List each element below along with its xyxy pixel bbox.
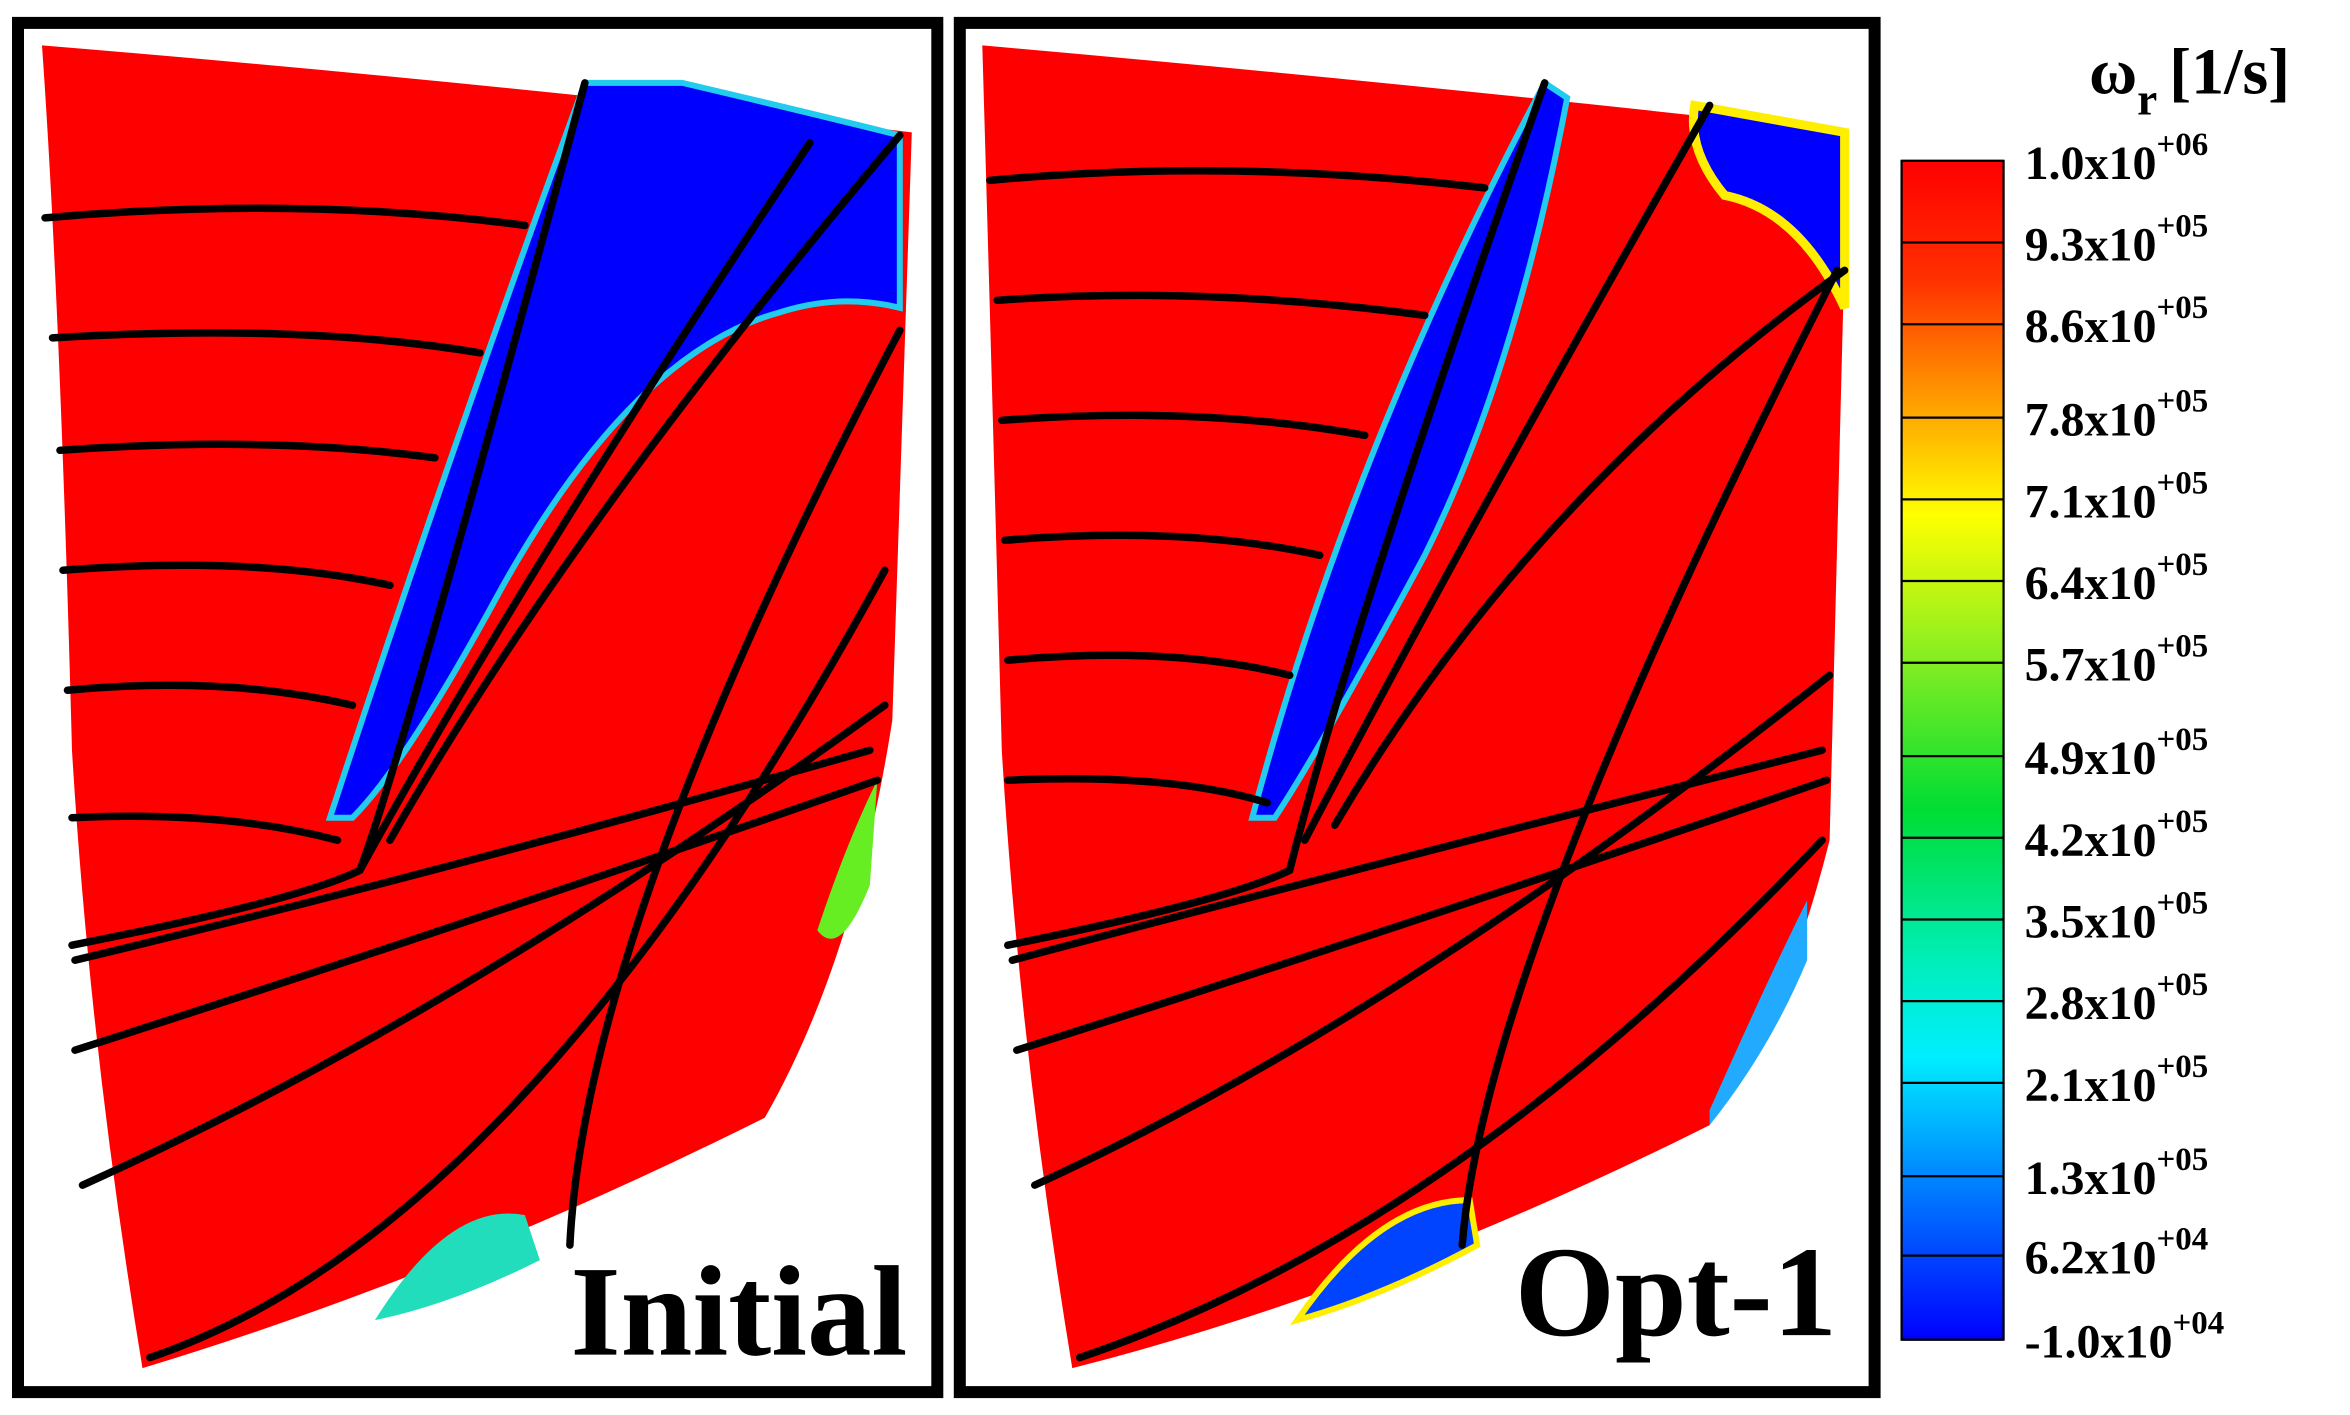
colorbar-tick-label: -1.0x10+04 xyxy=(2025,1306,2225,1369)
tick-exponent: +05 xyxy=(2156,885,2208,921)
colorbar-tick-label: 5.7x10+05 xyxy=(2025,629,2209,692)
tick-exponent: +04 xyxy=(2156,1222,2208,1258)
tick-mantissa: 8.6x10 xyxy=(2025,300,2157,353)
tick-exponent: +05 xyxy=(2156,384,2208,420)
tick-mantissa: 9.3x10 xyxy=(2025,219,2157,272)
tick-exponent: +06 xyxy=(2156,127,2208,163)
tick-exponent: +05 xyxy=(2156,1049,2208,1085)
tick-exponent: +05 xyxy=(2156,804,2208,840)
low-vorticity-region xyxy=(374,1213,540,1321)
colorbar-tick-label: 4.9x10+05 xyxy=(2025,722,2209,785)
colorbar-title: ωr [1/s] xyxy=(2089,35,2290,124)
colorbar-tick-label: 6.4x10+05 xyxy=(2025,547,2209,610)
colorbar-tick-label: 4.2x10+05 xyxy=(2025,804,2209,867)
low-vorticity-region xyxy=(817,780,878,939)
low-vorticity-region xyxy=(1248,78,1571,821)
tick-exponent: +05 xyxy=(2156,547,2208,583)
colorbar: ωr [1/s] 1.0x10+069.3x10+058.6x10+057.8x1… xyxy=(1900,35,2290,1369)
tick-mantissa: 2.1x10 xyxy=(2025,1059,2157,1112)
panel-label: Initial xyxy=(570,1240,907,1383)
tick-mantissa: 2.8x10 xyxy=(2025,977,2157,1030)
tick-mantissa: 7.8x10 xyxy=(2025,394,2157,447)
tick-mantissa: 1.0x10 xyxy=(2025,137,2157,190)
tick-exponent: +05 xyxy=(2156,722,2208,758)
tick-mantissa: 5.7x10 xyxy=(2025,639,2157,692)
tick-mantissa: 6.2x10 xyxy=(2025,1232,2157,1285)
streamlines xyxy=(986,79,1849,1362)
tick-exponent: +05 xyxy=(2156,465,2208,501)
low-vorticity-region xyxy=(325,79,903,821)
low-vorticity-region xyxy=(1709,900,1808,1126)
colorbar-scale xyxy=(1900,159,2005,1341)
contour-field xyxy=(41,45,912,1369)
tick-exponent: +05 xyxy=(2156,967,2208,1003)
colorbar-tick-label: 1.3x10+05 xyxy=(2025,1142,2209,1205)
tick-mantissa: -1.0x10 xyxy=(2025,1316,2173,1369)
colorbar-tick-label: 3.5x10+05 xyxy=(2025,885,2209,948)
panel-opt-1: Opt-1 xyxy=(953,16,1881,1399)
colorbar-tick-label: 8.6x10+05 xyxy=(2025,290,2209,353)
tick-mantissa: 7.1x10 xyxy=(2025,475,2157,528)
colorbar-tick-label: 2.1x10+05 xyxy=(2025,1049,2209,1112)
colorbar-tick-label: 7.1x10+05 xyxy=(2025,465,2209,528)
tick-exponent: +05 xyxy=(2156,209,2208,245)
tick-mantissa: 4.9x10 xyxy=(2025,732,2157,785)
colorbar-tick-label: 7.8x10+05 xyxy=(2025,384,2209,447)
tick-exponent: +05 xyxy=(2156,1142,2208,1178)
colorbar-tick-label: 9.3x10+05 xyxy=(2025,209,2209,272)
colorbar-symbol: ω xyxy=(2089,35,2137,108)
colorbar-tick-label: 2.8x10+05 xyxy=(2025,967,2209,1030)
tick-exponent: +04 xyxy=(2172,1306,2224,1342)
colorbar-unit: [1/s] xyxy=(2169,35,2290,108)
tick-exponent: +05 xyxy=(2156,290,2208,326)
streamlines xyxy=(41,79,904,1362)
colorbar-subscript: r xyxy=(2137,74,2157,124)
colorbar-tick-label: 6.2x10+04 xyxy=(2025,1222,2209,1285)
tick-mantissa: 6.4x10 xyxy=(2025,557,2157,610)
tick-mantissa: 3.5x10 xyxy=(2025,895,2157,948)
tick-mantissa: 4.2x10 xyxy=(2025,814,2157,867)
tick-mantissa: 1.3x10 xyxy=(2025,1152,2157,1205)
panel-initial: Initial xyxy=(11,16,944,1399)
tick-exponent: +05 xyxy=(2156,629,2208,665)
colorbar-tick-label: 1.0x10+06 xyxy=(2025,127,2209,190)
panel-label: Opt-1 xyxy=(1515,1220,1837,1363)
